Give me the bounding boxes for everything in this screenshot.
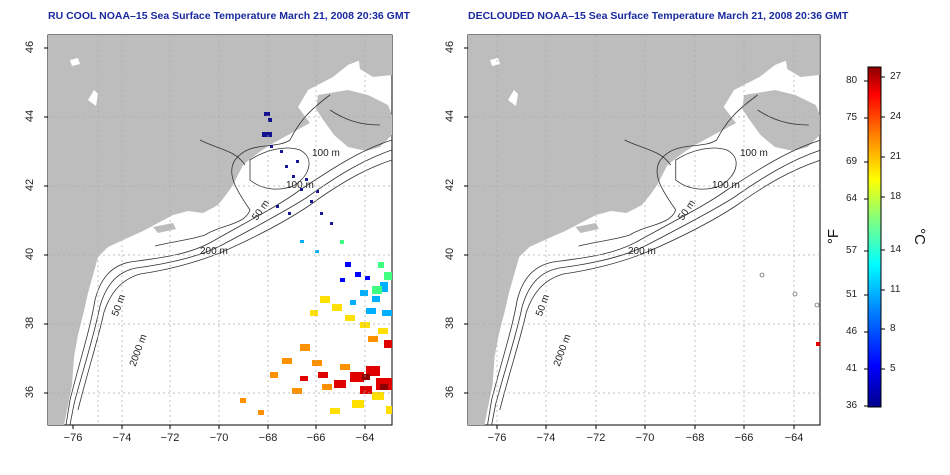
left-graticule bbox=[48, 35, 392, 425]
celsius-tick: 18 bbox=[890, 191, 902, 202]
lat-tick: 46 bbox=[444, 40, 456, 54]
bathymetry-contours-right bbox=[487, 94, 820, 425]
lat-tick: 38 bbox=[24, 316, 36, 330]
lon-tick: −64 bbox=[784, 432, 804, 444]
fahrenheit-tick: 80 bbox=[846, 75, 858, 86]
fahrenheit-tick: 41 bbox=[846, 363, 858, 374]
lat-tick: 38 bbox=[444, 316, 456, 330]
lat-tick: 40 bbox=[24, 247, 36, 261]
right-map bbox=[464, 34, 821, 429]
lon-tick: −74 bbox=[112, 432, 132, 444]
temperature-colorbar bbox=[864, 66, 885, 408]
celsius-tick: 11 bbox=[890, 284, 901, 295]
left-map bbox=[44, 34, 393, 429]
right-map-title: DECLOUDED NOAA–15 Sea Surface Temperatur… bbox=[468, 10, 849, 22]
bathymetry-contours bbox=[65, 94, 392, 425]
celsius-tick: 24 bbox=[890, 111, 902, 122]
lon-tick: −76 bbox=[63, 432, 83, 444]
lon-tick: −66 bbox=[306, 432, 326, 444]
fahrenheit-tick: 46 bbox=[846, 326, 858, 337]
lon-tick: −70 bbox=[209, 432, 229, 444]
fahrenheit-tick: 75 bbox=[846, 112, 858, 123]
sst-points bbox=[240, 112, 392, 415]
lon-tick: −64 bbox=[355, 432, 375, 444]
contour-label-100m: 100 m bbox=[286, 180, 314, 191]
lat-tick: 42 bbox=[444, 178, 456, 192]
lon-tick: −76 bbox=[487, 432, 507, 444]
contour-label-200m: 200 m bbox=[628, 246, 656, 257]
contour-label-200m: 200 m bbox=[200, 246, 228, 257]
sst-points-right bbox=[816, 342, 820, 346]
lon-tick: −72 bbox=[160, 432, 180, 444]
fahrenheit-tick: 51 bbox=[846, 289, 858, 300]
fahrenheit-tick: 57 bbox=[846, 245, 858, 256]
celsius-tick: 8 bbox=[890, 323, 896, 334]
lat-tick: 42 bbox=[24, 178, 36, 192]
lon-tick: −68 bbox=[258, 432, 278, 444]
lat-tick: 44 bbox=[444, 109, 456, 123]
lake-shape bbox=[70, 58, 98, 106]
celsius-tick: 14 bbox=[890, 244, 902, 255]
contour-label-100m: 100 m bbox=[312, 148, 340, 159]
celsius-tick: 21 bbox=[890, 151, 902, 162]
contour-label-100m: 100 m bbox=[712, 180, 740, 191]
lat-tick: 40 bbox=[444, 247, 456, 261]
celsius-tick: 5 bbox=[890, 363, 896, 374]
lon-tick: −68 bbox=[685, 432, 705, 444]
left-axis-ticks bbox=[44, 47, 366, 429]
lon-tick: −66 bbox=[734, 432, 754, 444]
lon-tick: −70 bbox=[635, 432, 655, 444]
lat-tick: 36 bbox=[24, 385, 36, 399]
fahrenheit-tick: 64 bbox=[846, 193, 858, 204]
fahrenheit-tick: 36 bbox=[846, 400, 858, 411]
lat-tick: 46 bbox=[24, 40, 36, 54]
lat-tick: 44 bbox=[24, 109, 36, 123]
left-map-title: RU COOL NOAA–15 Sea Surface Temperature … bbox=[48, 10, 411, 22]
celsius-unit: °C bbox=[910, 228, 928, 245]
lon-tick: −74 bbox=[536, 432, 556, 444]
celsius-tick: 27 bbox=[890, 71, 902, 82]
lat-tick: 36 bbox=[444, 385, 456, 399]
lon-tick: −72 bbox=[586, 432, 606, 444]
contour-label-100m: 100 m bbox=[740, 148, 768, 159]
fahrenheit-tick: 69 bbox=[846, 156, 858, 167]
right-graticule bbox=[468, 35, 820, 425]
fahrenheit-unit: °F bbox=[825, 228, 843, 245]
right-axis-ticks bbox=[464, 47, 795, 429]
